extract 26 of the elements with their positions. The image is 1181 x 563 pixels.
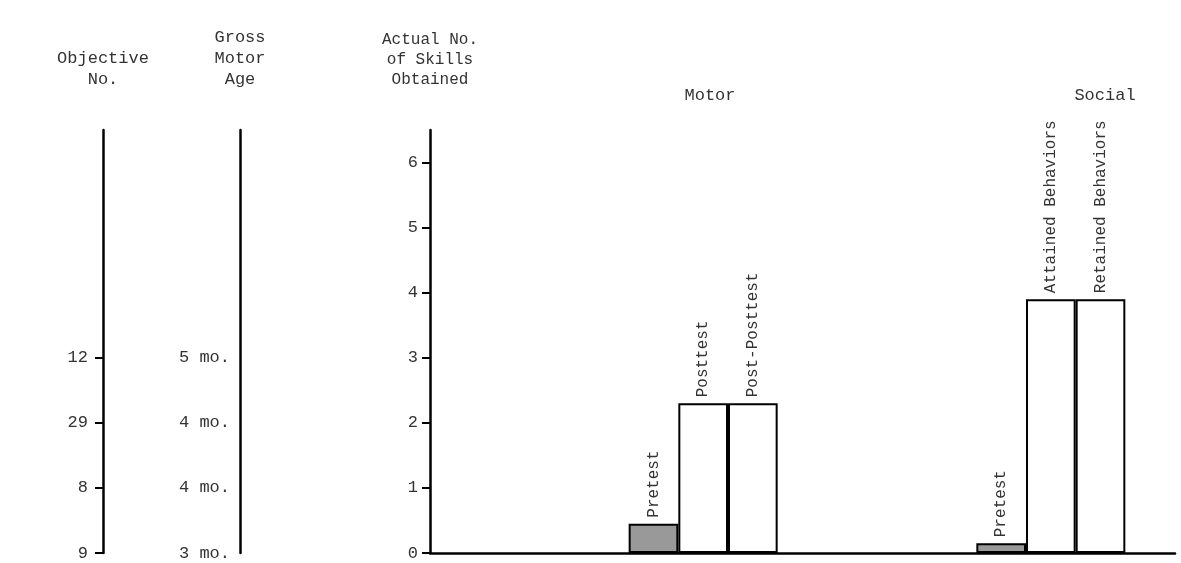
x-tick-label: Retained Behaviors	[1091, 120, 1110, 294]
text: Social	[1074, 85, 1136, 105]
y-tick-label: 1	[407, 478, 418, 498]
x-tick-label: Pretest	[644, 450, 663, 518]
x-tick-label: Pretest	[992, 470, 1011, 538]
y-tick-label: 6	[407, 153, 418, 173]
text: 5 mo.	[178, 348, 230, 368]
y-tick-label: 4	[407, 283, 418, 303]
text: Motor	[684, 85, 736, 105]
x-tick-label: Attained Behaviors	[1041, 120, 1060, 294]
y-tick-label: 5	[407, 218, 418, 238]
text: 4 mo.	[178, 478, 230, 498]
x-tick-label: Post-Posttest	[743, 272, 762, 398]
x-tick-label: Posttest	[694, 320, 713, 398]
text: Objective No.	[57, 49, 149, 89]
text: 4 mo.	[178, 413, 230, 433]
text: 8	[77, 478, 88, 498]
y-tick-label: 3	[407, 348, 418, 368]
text: 29	[67, 413, 88, 433]
text: Gross Motor Age	[214, 28, 266, 89]
text: 3 mo.	[178, 543, 230, 563]
y-axis-title: Actual No. of Skills Obtained	[381, 31, 479, 89]
y-tick-label: 0	[407, 543, 418, 563]
text: 12	[67, 348, 88, 368]
y-tick-label: 2	[407, 413, 418, 433]
text: 9	[77, 543, 88, 563]
